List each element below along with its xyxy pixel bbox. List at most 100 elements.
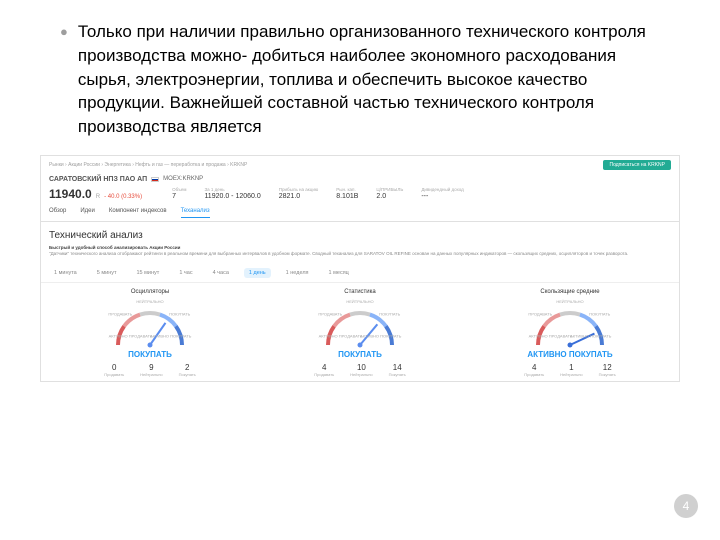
svg-text:АКТИВНО ПОКУПАТЬ: АКТИВНО ПОКУПАТЬ [360, 333, 402, 338]
svg-text:АКТИВНО ПРОДАВАТЬ: АКТИВНО ПРОДАВАТЬ [109, 333, 153, 338]
count-number: 1 [569, 363, 573, 372]
price-currency: R [96, 194, 100, 200]
section-title: Технический анализ [41, 222, 679, 245]
count-label: Покупать [389, 372, 406, 377]
gauge-verdict: АКТИВНО ПОКУПАТЬ [527, 350, 612, 359]
count-label: Покупать [179, 372, 196, 377]
count-number: 10 [357, 363, 366, 372]
timeframe-0[interactable]: 1 минута [49, 268, 82, 278]
stat-block: Ц/ПРИБЫЛЬ2.0 [376, 187, 403, 200]
gauge-title: Скользящие средние [540, 289, 599, 295]
count-label: Нейтрально [140, 372, 162, 377]
svg-text:ПОКУПАТЬ: ПОКУПАТЬ [379, 311, 401, 316]
count-number: 9 [149, 363, 153, 372]
gauge-dial: АКТИВНО ПРОДАВАТЬ ПРОДАВАТЬ НЕЙТРАЛЬНО ПОКУ… [515, 297, 625, 352]
flag-icon [151, 177, 159, 182]
gauge-title: Статистика [344, 289, 376, 295]
gauge-dial: АКТИВНО ПРОДАВАТЬ ПРОДАВАТЬ НЕЙТРАЛЬНО ПОКУ… [95, 297, 205, 352]
stat-block: Дивидендный доход--- [421, 187, 464, 200]
svg-text:АКТИВНО ПОКУПАТЬ: АКТИВНО ПОКУПАТЬ [150, 333, 192, 338]
stat-label: Объем [172, 187, 186, 192]
tab-Идеи[interactable]: Идеи [80, 208, 95, 218]
count-number: 12 [603, 363, 612, 372]
svg-text:НЕЙТРАЛЬНО: НЕЙТРАЛЬНО [346, 299, 373, 304]
slide-bullet-text: Только при наличии правильно организован… [78, 20, 660, 139]
gauge-counts: 4Продавать 10Нейтрально 14Покупать [314, 363, 406, 377]
ticker-name: САРАТОВСКИЙ НПЗ ПАО АП [49, 176, 147, 183]
desc-bold: Быстрый и удобный способ анализировать А… [49, 245, 180, 250]
count-item: 4Продавать [524, 363, 544, 377]
svg-text:ПОКУПАТЬ: ПОКУПАТЬ [169, 311, 191, 316]
count-label: Покупать [599, 372, 616, 377]
count-item: 0Продавать [104, 363, 124, 377]
gauge-Статистика: Статистика АКТИВНО ПРОДАВАТЬ ПРОДАВАТЬ НЕЙТ… [255, 289, 465, 377]
stat-block: За 1 день11920.0 - 12060.0 [204, 187, 260, 200]
svg-text:ПРОДАВАТЬ: ПРОДАВАТЬ [528, 311, 552, 316]
price-change: - 40.0 (0.33%) [104, 194, 142, 200]
embedded-screenshot: Рынки › Акции России › Энергетика › Нефт… [40, 155, 680, 382]
svg-text:НЕЙТРАЛЬНО: НЕЙТРАЛЬНО [556, 299, 583, 304]
count-item: 9Нейтрально [140, 363, 162, 377]
gauge-verdict: ПОКУПАТЬ [338, 350, 382, 359]
stat-block: Объем7 [172, 187, 186, 200]
timeframe-5[interactable]: 1 день [244, 268, 271, 278]
timeframe-3[interactable]: 1 час [174, 268, 197, 278]
stat-block: Рын. кап.8.101B [336, 187, 358, 200]
count-label: Продавать [104, 372, 124, 377]
tab-Компонент индексов[interactable]: Компонент индексов [109, 208, 167, 218]
svg-text:АКТИВНО ПРОДАВАТЬ: АКТИВНО ПРОДАВАТЬ [529, 333, 573, 338]
count-number: 14 [393, 363, 402, 372]
subscribe-button[interactable]: Подписаться на KRKNP [603, 160, 671, 170]
stat-block: Прибыль на акцию2821.0 [279, 187, 318, 200]
stat-value: 8.101B [336, 193, 358, 200]
breadcrumb[interactable]: Рынки › Акции России › Энергетика › Нефт… [49, 162, 247, 168]
count-label: Продавать [314, 372, 334, 377]
gauge-title: Осцилляторы [131, 289, 169, 295]
tab-Обзор[interactable]: Обзор [49, 208, 66, 218]
desc-text: "Датчики" технического анализа отображаю… [49, 251, 628, 256]
count-number: 4 [532, 363, 536, 372]
count-label: Продавать [524, 372, 544, 377]
count-item: 10Нейтрально [350, 363, 372, 377]
timeframe-6[interactable]: 1 неделя [281, 268, 314, 278]
count-number: 4 [322, 363, 326, 372]
svg-text:АКТИВНО ПОКУПАТЬ: АКТИВНО ПОКУПАТЬ [570, 333, 612, 338]
gauge-verdict: ПОКУПАТЬ [128, 350, 172, 359]
stat-value: --- [421, 193, 464, 200]
count-item: 12Покупать [599, 363, 616, 377]
svg-text:НЕЙТРАЛЬНО: НЕЙТРАЛЬНО [136, 299, 163, 304]
count-item: 4Продавать [314, 363, 334, 377]
svg-text:ПРОДАВАТЬ: ПРОДАВАТЬ [108, 311, 132, 316]
count-item: 1Нейтрально [560, 363, 582, 377]
stat-value: 2.0 [376, 193, 403, 200]
bullet-dot: ● [60, 20, 68, 139]
ticker-code: MOEX:KRKNP [163, 176, 203, 182]
stat-value: 7 [172, 193, 186, 200]
stat-value: 11920.0 - 12060.0 [204, 193, 260, 200]
stat-label: Рын. кап. [336, 187, 358, 192]
count-number: 2 [185, 363, 189, 372]
timeframe-1[interactable]: 5 минут [92, 268, 122, 278]
stat-label: За 1 день [204, 187, 260, 192]
count-label: Нейтрально [350, 372, 372, 377]
gauge-Осцилляторы: Осцилляторы АКТИВНО ПРОДАВАТЬ ПРОДАВАТЬ НЕЙ… [45, 289, 255, 377]
stat-value: 2821.0 [279, 193, 318, 200]
timeframe-7[interactable]: 1 месяц [324, 268, 354, 278]
stat-label: Дивидендный доход [421, 187, 464, 192]
gauge-counts: 0Продавать 9Нейтрально 2Покупать [104, 363, 196, 377]
count-item: 14Покупать [389, 363, 406, 377]
gauge-dial: АКТИВНО ПРОДАВАТЬ ПРОДАВАТЬ НЕЙТРАЛЬНО ПОКУ… [305, 297, 415, 352]
price-value: 11940.0 [49, 187, 92, 201]
gauge-counts: 4Продавать 1Нейтрально 12Покупать [524, 363, 616, 377]
svg-text:ПРОДАВАТЬ: ПРОДАВАТЬ [318, 311, 342, 316]
tab-Теханализ[interactable]: Теханализ [181, 208, 210, 218]
count-number: 0 [112, 363, 116, 372]
stat-label: Прибыль на акцию [279, 187, 318, 192]
timeframe-4[interactable]: 4 часа [208, 268, 234, 278]
count-label: Нейтрально [560, 372, 582, 377]
svg-text:ПОКУПАТЬ: ПОКУПАТЬ [589, 311, 611, 316]
svg-text:АКТИВНО ПРОДАВАТЬ: АКТИВНО ПРОДАВАТЬ [319, 333, 363, 338]
timeframe-2[interactable]: 15 минут [132, 268, 165, 278]
stat-label: Ц/ПРИБЫЛЬ [376, 187, 403, 192]
gauge-Скользящие средние: Скользящие средние АКТИВНО ПРОДАВАТЬ ПРОДА… [465, 289, 675, 377]
